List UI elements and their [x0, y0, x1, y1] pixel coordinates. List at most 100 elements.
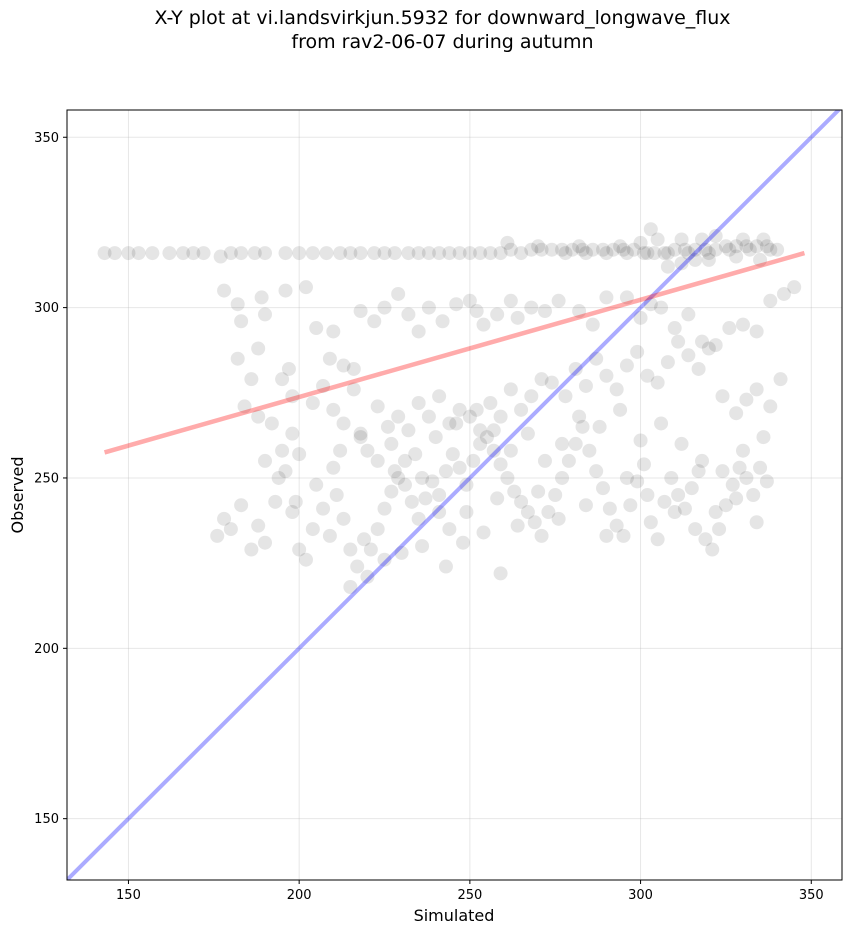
data-point: [421, 246, 436, 261]
data-point: [599, 368, 614, 383]
data-point: [674, 256, 689, 271]
data-point: [695, 334, 710, 349]
data-point: [473, 436, 488, 451]
data-point: [773, 372, 788, 387]
data-point: [278, 246, 293, 261]
data-point: [213, 249, 228, 264]
data-point: [490, 307, 505, 322]
data-point: [469, 304, 484, 319]
data-point: [275, 372, 290, 387]
data-point: [558, 389, 573, 404]
data-point: [452, 246, 467, 261]
data-point: [432, 246, 447, 261]
data-point: [753, 252, 768, 267]
data-point: [503, 242, 518, 257]
data-point: [739, 392, 754, 407]
data-point: [316, 378, 331, 393]
data-point: [718, 239, 733, 254]
data-point: [756, 232, 771, 247]
chart-title: X-Y plot at vi.landsvirkjun.5932 for dow…: [0, 6, 851, 54]
axis-ticks: 150 200 250 300 350 150 200 250 300 350: [34, 131, 824, 903]
data-point: [524, 300, 539, 315]
data-point: [254, 290, 269, 305]
data-point: [445, 447, 460, 462]
data-point: [473, 246, 488, 261]
data-point: [483, 246, 498, 261]
data-point: [735, 317, 750, 332]
data-point: [278, 283, 293, 298]
data-point: [596, 481, 611, 496]
data-point: [346, 382, 361, 397]
data-point: [483, 396, 498, 411]
data-point: [681, 307, 696, 322]
data-point: [725, 477, 740, 492]
data-point: [643, 515, 658, 530]
data-point: [285, 505, 300, 520]
data-point: [432, 505, 447, 520]
data-point: [186, 246, 201, 261]
data-point: [708, 505, 723, 520]
data-point: [251, 409, 266, 424]
data-point: [636, 457, 651, 472]
data-point: [281, 361, 296, 376]
data-point: [97, 246, 112, 261]
data-point: [619, 246, 634, 261]
data-point: [534, 528, 549, 543]
data-point: [585, 242, 600, 257]
data-point: [360, 443, 375, 458]
data-point: [688, 522, 703, 537]
data-point: [660, 355, 675, 370]
data-point: [370, 399, 385, 414]
data-point: [630, 344, 645, 359]
data-point: [657, 494, 672, 509]
data-point: [442, 246, 457, 261]
data-point: [367, 246, 382, 261]
data-point: [462, 246, 477, 261]
data-point: [285, 426, 300, 441]
data-point: [609, 518, 624, 533]
data-point: [759, 474, 774, 489]
data-point: [633, 310, 648, 325]
data-point: [292, 542, 307, 557]
data-point: [435, 314, 450, 329]
data-point: [729, 249, 744, 264]
data-point: [305, 246, 320, 261]
data-point: [234, 498, 249, 513]
data-point: [763, 399, 778, 414]
data-point: [268, 494, 283, 509]
data-point: [705, 542, 720, 557]
data-point: [582, 443, 597, 458]
data-point: [411, 324, 426, 339]
data-point: [507, 484, 522, 499]
data-point: [691, 361, 706, 376]
data-point: [309, 321, 324, 336]
data-point: [418, 491, 433, 506]
data-point: [674, 436, 689, 451]
data-point: [476, 317, 491, 332]
data-point: [459, 477, 474, 492]
data-point: [688, 242, 703, 257]
data-point: [411, 396, 426, 411]
data-point: [473, 423, 488, 438]
data-point: [350, 559, 365, 574]
data-point: [377, 501, 392, 516]
data-point: [237, 399, 252, 414]
data-point: [466, 453, 481, 468]
data-point: [551, 511, 566, 526]
data-point: [456, 535, 471, 550]
data-point: [749, 515, 764, 530]
data-point: [759, 239, 774, 254]
data-point: [397, 477, 412, 492]
data-point: [322, 528, 337, 543]
data-point: [701, 341, 716, 356]
data-point: [531, 484, 546, 499]
data-point: [701, 252, 716, 267]
data-point: [326, 402, 341, 417]
data-point: [404, 494, 419, 509]
data-point: [616, 242, 631, 257]
data-point: [660, 259, 675, 274]
fit-lines: [67, 110, 842, 880]
data-point: [162, 246, 177, 261]
data-point: [742, 242, 757, 257]
